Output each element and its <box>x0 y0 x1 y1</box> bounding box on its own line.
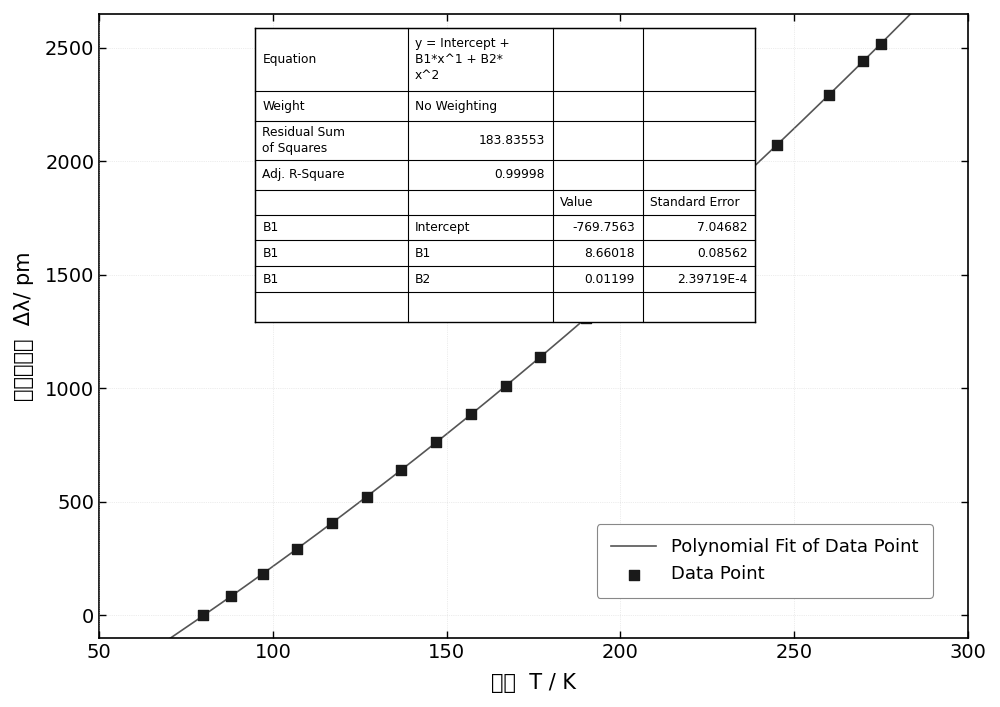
Text: B1: B1 <box>262 247 279 259</box>
Data Point <box>855 55 871 66</box>
Y-axis label: 波长变化量  Δλ/ pm: 波长变化量 Δλ/ pm <box>14 251 34 401</box>
Data Point <box>821 89 837 100</box>
Text: B1: B1 <box>415 247 431 259</box>
Data Point <box>393 464 409 475</box>
Data Point <box>324 518 340 529</box>
Text: 2.39719E-4: 2.39719E-4 <box>677 273 748 286</box>
Text: Intercept: Intercept <box>415 221 471 234</box>
Line: Polynomial Fit of Data Point: Polynomial Fit of Data Point <box>99 0 968 685</box>
Text: 8.66018: 8.66018 <box>584 247 635 259</box>
Text: 183.83553: 183.83553 <box>479 134 545 147</box>
Text: 0.99998: 0.99998 <box>494 168 545 182</box>
Data Point <box>289 543 305 554</box>
Data Point <box>195 610 211 621</box>
Data Point <box>873 38 889 49</box>
Text: B2: B2 <box>415 273 431 286</box>
Text: y = Intercept +
B1*x^1 + B2*
x^2: y = Intercept + B1*x^1 + B2* x^2 <box>415 37 510 82</box>
Data Point <box>664 236 680 247</box>
Text: B1: B1 <box>262 221 279 234</box>
Data Point <box>463 409 479 420</box>
Text: Equation: Equation <box>262 53 317 66</box>
Text: 7.04682: 7.04682 <box>697 221 748 234</box>
Data Point <box>223 590 239 602</box>
Legend: Polynomial Fit of Data Point, Data Point: Polynomial Fit of Data Point, Data Point <box>597 524 933 598</box>
Polynomial Fit of Data Point <box>511 373 523 381</box>
X-axis label: 温度  T / K: 温度 T / K <box>491 673 576 693</box>
Data Point <box>578 312 594 324</box>
Text: B1: B1 <box>262 273 279 286</box>
Text: Adj. R-Square: Adj. R-Square <box>262 168 345 182</box>
Text: Weight: Weight <box>262 100 305 112</box>
Polynomial Fit of Data Point <box>563 328 575 337</box>
Polynomial Fit of Data Point <box>93 681 105 689</box>
Data Point <box>255 568 271 580</box>
Text: No Weighting: No Weighting <box>415 100 497 112</box>
Data Point <box>532 351 548 363</box>
Text: Standard Error: Standard Error <box>650 196 740 209</box>
Polynomial Fit of Data Point <box>610 288 622 296</box>
Data Point <box>428 437 444 448</box>
Data Point <box>769 139 785 151</box>
Data Point <box>359 491 375 502</box>
Text: Residual Sum
of Squares: Residual Sum of Squares <box>262 126 346 155</box>
Data Point <box>498 380 514 392</box>
Text: 0.08562: 0.08562 <box>697 247 748 259</box>
Text: Value: Value <box>560 196 594 209</box>
Polynomial Fit of Data Point <box>506 377 518 385</box>
Text: -769.7563: -769.7563 <box>572 221 635 234</box>
Polynomial Fit of Data Point <box>805 108 817 117</box>
Data Point <box>612 283 628 294</box>
Text: 0.01199: 0.01199 <box>585 273 635 286</box>
Data Point <box>717 188 733 199</box>
